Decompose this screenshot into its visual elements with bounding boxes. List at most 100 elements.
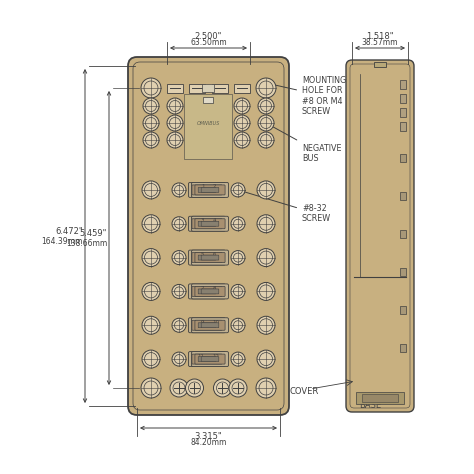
Text: 164.39mm: 164.39mm: [42, 237, 83, 246]
FancyBboxPatch shape: [198, 255, 216, 260]
Bar: [167, 83, 183, 92]
FancyBboxPatch shape: [198, 323, 216, 328]
Circle shape: [142, 181, 160, 199]
Bar: [400, 80, 406, 89]
FancyBboxPatch shape: [192, 320, 222, 330]
Circle shape: [142, 215, 160, 233]
Bar: [400, 108, 406, 117]
Text: 84.20mm: 84.20mm: [191, 438, 227, 447]
FancyBboxPatch shape: [201, 255, 219, 260]
Text: 5: 5: [201, 252, 204, 257]
Circle shape: [142, 350, 160, 368]
Bar: [184, 94, 233, 159]
Circle shape: [143, 115, 159, 131]
Bar: [400, 122, 406, 131]
FancyBboxPatch shape: [189, 216, 226, 231]
FancyBboxPatch shape: [201, 289, 219, 294]
Bar: [400, 230, 406, 238]
Circle shape: [142, 283, 160, 301]
Circle shape: [256, 378, 276, 398]
FancyBboxPatch shape: [198, 221, 216, 226]
FancyBboxPatch shape: [198, 187, 216, 192]
FancyBboxPatch shape: [189, 284, 226, 299]
Text: 2: 2: [212, 184, 216, 190]
FancyBboxPatch shape: [201, 323, 219, 328]
Circle shape: [234, 132, 250, 148]
Circle shape: [167, 98, 183, 114]
FancyBboxPatch shape: [195, 354, 225, 364]
FancyBboxPatch shape: [189, 318, 226, 333]
Circle shape: [172, 284, 186, 299]
Text: 10: 10: [212, 320, 219, 325]
Text: 11: 11: [198, 354, 204, 359]
Circle shape: [257, 316, 275, 334]
FancyBboxPatch shape: [198, 289, 216, 294]
FancyBboxPatch shape: [192, 185, 222, 195]
Bar: [374, 62, 386, 67]
Bar: [356, 392, 404, 404]
Circle shape: [257, 283, 275, 301]
Bar: [362, 394, 398, 402]
Circle shape: [172, 318, 186, 332]
Text: 138.66mm: 138.66mm: [66, 238, 107, 247]
FancyBboxPatch shape: [191, 284, 228, 299]
Circle shape: [141, 78, 161, 98]
Bar: [400, 268, 406, 276]
FancyBboxPatch shape: [195, 219, 225, 229]
Circle shape: [257, 248, 275, 266]
Text: 7: 7: [201, 286, 204, 291]
Circle shape: [167, 132, 183, 148]
Bar: [202, 84, 215, 92]
Circle shape: [234, 115, 250, 131]
Circle shape: [170, 379, 188, 397]
Text: COVER: COVER: [290, 386, 319, 395]
Text: NEGATIVE
BUS: NEGATIVE BUS: [269, 125, 341, 164]
FancyBboxPatch shape: [191, 216, 228, 231]
Circle shape: [258, 115, 274, 131]
FancyBboxPatch shape: [189, 250, 226, 265]
Circle shape: [256, 78, 276, 98]
FancyBboxPatch shape: [201, 187, 219, 192]
Circle shape: [141, 378, 161, 398]
Text: 3: 3: [201, 218, 204, 223]
Text: 8: 8: [212, 286, 216, 291]
Bar: [400, 94, 406, 103]
Text: 3.315": 3.315": [195, 432, 222, 441]
Circle shape: [231, 352, 245, 366]
Circle shape: [234, 98, 250, 114]
Circle shape: [257, 350, 275, 368]
Circle shape: [257, 215, 275, 233]
Bar: [212, 83, 228, 92]
FancyBboxPatch shape: [191, 318, 228, 333]
Circle shape: [231, 183, 245, 197]
Text: BASE: BASE: [359, 401, 381, 410]
Circle shape: [172, 217, 186, 231]
FancyBboxPatch shape: [195, 320, 225, 330]
Text: 5.459": 5.459": [80, 228, 107, 237]
Text: 9: 9: [201, 320, 204, 325]
Circle shape: [258, 98, 274, 114]
Circle shape: [172, 352, 186, 366]
FancyBboxPatch shape: [201, 356, 219, 362]
Circle shape: [229, 379, 247, 397]
Text: 1: 1: [201, 184, 204, 190]
Circle shape: [257, 181, 275, 199]
FancyBboxPatch shape: [128, 57, 289, 415]
Bar: [203, 97, 213, 103]
Text: 2.500": 2.500": [195, 32, 222, 41]
FancyBboxPatch shape: [201, 221, 219, 226]
FancyBboxPatch shape: [191, 352, 228, 366]
Bar: [189, 83, 205, 92]
FancyBboxPatch shape: [195, 286, 225, 296]
Bar: [234, 83, 250, 92]
Text: 63.50mm: 63.50mm: [190, 38, 227, 47]
Bar: [400, 344, 406, 352]
FancyBboxPatch shape: [195, 253, 225, 263]
Circle shape: [213, 379, 231, 397]
Circle shape: [231, 217, 245, 231]
Circle shape: [172, 183, 186, 197]
Text: 38.57mm: 38.57mm: [362, 38, 398, 47]
Bar: [400, 306, 406, 314]
FancyBboxPatch shape: [191, 250, 228, 265]
Circle shape: [185, 379, 203, 397]
